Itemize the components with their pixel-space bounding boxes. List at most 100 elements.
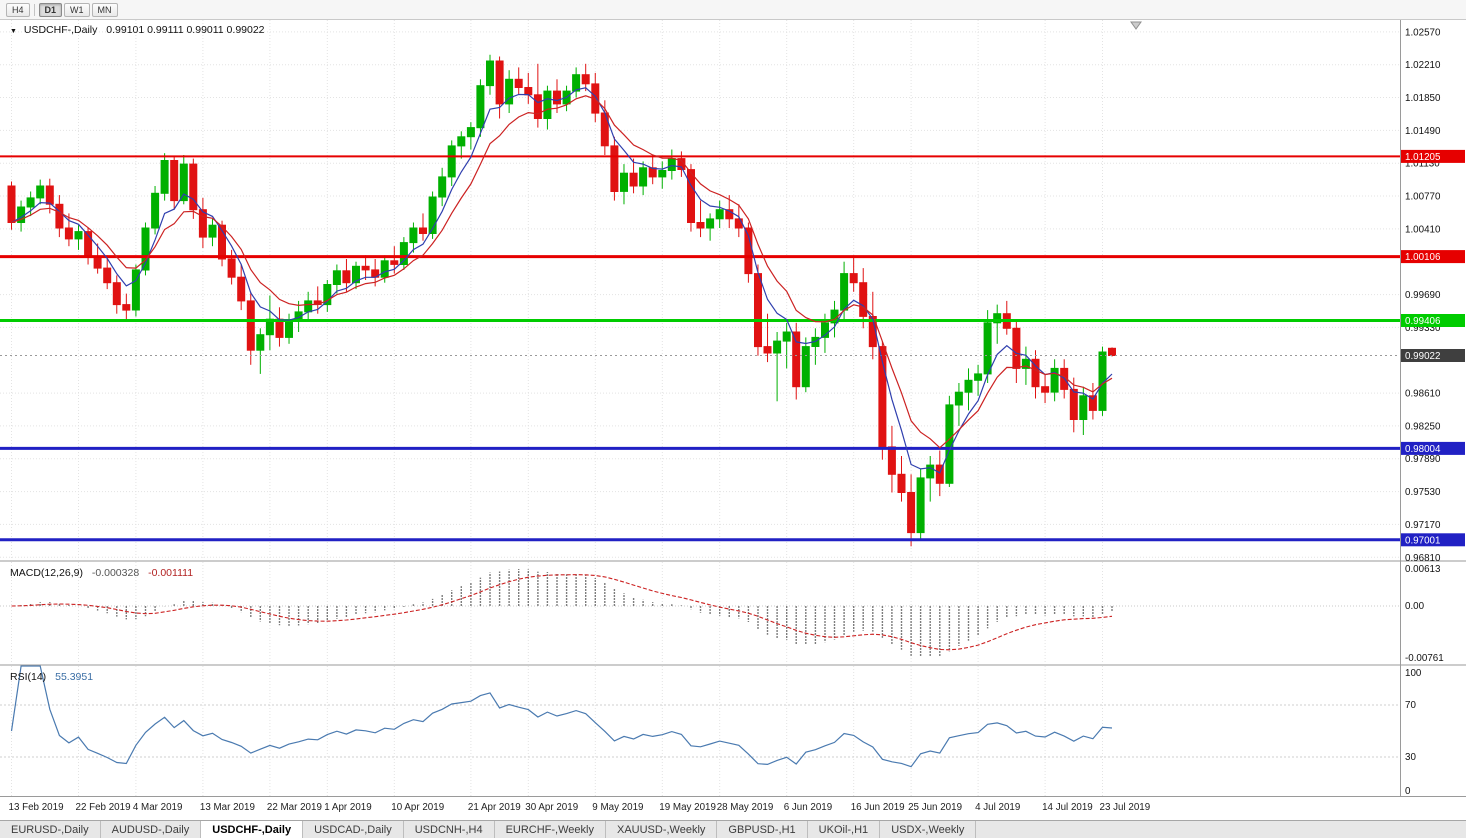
candle-body xyxy=(687,169,695,224)
candle-body xyxy=(696,222,705,229)
candle-body xyxy=(916,477,925,534)
candle-body xyxy=(390,260,399,265)
date-axis-label: 13 Feb 2019 xyxy=(9,802,64,813)
rsi-axis-label: 30 xyxy=(1405,752,1416,763)
candle-body xyxy=(610,145,619,192)
timeframe-button-w1[interactable]: W1 xyxy=(64,2,90,17)
candlestick-series xyxy=(7,54,1116,547)
candle-body xyxy=(801,346,810,388)
date-axis-label: 4 Jul 2019 xyxy=(975,802,1020,813)
price-badge-1.01205 xyxy=(1401,149,1465,163)
price-axis-label: 0.96810 xyxy=(1405,553,1441,564)
macd-axis-label: 0.00 xyxy=(1405,601,1425,612)
tab-usdcad-daily[interactable]: USDCAD-,Daily xyxy=(303,821,404,838)
timeframe-button-h4[interactable]: H4 xyxy=(6,2,30,17)
candle-body xyxy=(907,492,916,534)
candle-body xyxy=(304,300,313,313)
price-badge-label: 0.97001 xyxy=(1405,535,1440,546)
date-axis-label: 22 Mar 2019 xyxy=(267,802,322,813)
price-badge-0.99022 xyxy=(1401,349,1465,362)
tab-gbpusd-h1[interactable]: GBPUSD-,H1 xyxy=(717,821,808,838)
candle-body xyxy=(380,260,389,278)
date-axis[interactable]: 13 Feb 2019 22 Feb 2019 4 Mar 2019 13 Mar 2… xyxy=(9,802,1151,813)
candle-body xyxy=(667,158,676,172)
candle-body xyxy=(935,464,944,484)
candle-body xyxy=(983,322,992,375)
candle-body xyxy=(399,242,408,266)
date-axis-label: 22 Feb 2019 xyxy=(76,802,131,813)
macd-axis-label: 0.00613 xyxy=(1405,564,1441,575)
chart-render-layer: 1.02570 1.02210 1.01850 1.01490 1.01130 1.007… xyxy=(0,20,1466,813)
rsi-line xyxy=(10,665,1113,768)
candle-body xyxy=(160,160,169,194)
candle-body xyxy=(1088,395,1097,411)
tab-xauusd-weekly[interactable]: XAUUSD-,Weekly xyxy=(606,821,718,838)
candle-body xyxy=(1079,395,1088,420)
price-axis-label: 1.01850 xyxy=(1405,93,1441,104)
chart-shift-marker-icon xyxy=(1130,21,1142,30)
candle-body xyxy=(122,304,131,311)
date-axis-label: 13 Mar 2019 xyxy=(200,802,255,813)
date-axis-label: 28 May 2019 xyxy=(717,802,774,813)
candle-body xyxy=(505,78,514,105)
candle-body xyxy=(74,231,83,240)
date-axis-label: 16 Jun 2019 xyxy=(851,802,905,813)
candle-body xyxy=(438,176,447,198)
candle-body xyxy=(572,74,581,92)
timeframe-button-d1[interactable]: D1 xyxy=(38,2,63,17)
price-axis-label: 0.97890 xyxy=(1405,454,1441,465)
candle-body xyxy=(428,196,437,234)
candle-body xyxy=(332,270,341,286)
candle-body xyxy=(840,273,849,311)
tab-usdcnh-h4[interactable]: USDCNH-,H4 xyxy=(404,821,495,838)
candle-body xyxy=(706,218,715,229)
timeframe-button-mn[interactable]: MN xyxy=(91,2,118,17)
candle-body xyxy=(954,391,963,406)
moving-average-line-slow xyxy=(11,95,1113,449)
candle-body xyxy=(629,172,638,187)
chart-area[interactable]: 1.02570 1.02210 1.01850 1.01490 1.01130 1.007… xyxy=(0,20,1466,820)
candle-body xyxy=(533,94,542,120)
chart-title-ohlc: 0.99101 0.99111 0.99011 0.99022 xyxy=(106,24,264,36)
candle-body xyxy=(208,224,217,238)
chart-title: ▼ USDCHF-,Daily 0.99101 0.99111 0.99011 … xyxy=(10,24,265,36)
candle-body xyxy=(524,87,533,96)
tab-usdchf-daily[interactable]: USDCHF-,Daily xyxy=(201,821,304,838)
candle-body xyxy=(754,273,762,348)
price-badge-label: 0.99022 xyxy=(1405,351,1440,362)
date-axis-label: 14 Jul 2019 xyxy=(1042,802,1093,813)
candle-body xyxy=(170,160,179,202)
tab-audusd-daily[interactable]: AUDUSD-,Daily xyxy=(101,821,202,838)
price-axis[interactable]: 1.02570 1.02210 1.01850 1.01490 1.01130 1.007… xyxy=(1401,27,1465,797)
grid xyxy=(0,20,1400,796)
candle-body xyxy=(725,209,734,220)
candle-body xyxy=(419,227,427,234)
moving-average-line-fast xyxy=(11,87,1113,474)
price-axis-label: 0.99690 xyxy=(1405,290,1441,301)
date-axis-label: 19 May 2019 xyxy=(659,802,716,813)
candle-body xyxy=(1021,358,1030,369)
candle-body xyxy=(342,270,351,284)
candle-body xyxy=(256,334,265,351)
candle-body xyxy=(1069,388,1078,420)
candle-body xyxy=(821,322,829,338)
price-axis-label: 1.00770 xyxy=(1405,192,1441,203)
tab-ukoil-h1[interactable]: UKOil-,H1 xyxy=(808,821,881,838)
candle-body xyxy=(466,127,475,138)
price-axis-label: 1.01490 xyxy=(1405,126,1441,137)
candle-body xyxy=(658,170,667,178)
candle-body xyxy=(103,267,112,284)
price-axis-label: 0.98250 xyxy=(1405,421,1441,432)
tab-eurusd-daily[interactable]: EURUSD-,Daily xyxy=(0,821,101,838)
candle-body xyxy=(361,265,370,271)
candle-body xyxy=(964,379,973,393)
tab-eurchf-weekly[interactable]: EURCHF-,Weekly xyxy=(495,821,606,838)
candle-body xyxy=(993,313,1002,324)
tab-usdx-weekly[interactable]: USDX-,Weekly xyxy=(880,821,977,838)
candle-body xyxy=(495,60,504,105)
date-axis-label: 23 Jul 2019 xyxy=(1100,802,1151,813)
date-axis-label: 9 May 2019 xyxy=(592,802,643,813)
candle-body xyxy=(1050,367,1059,393)
toolbar-separator xyxy=(33,3,35,16)
